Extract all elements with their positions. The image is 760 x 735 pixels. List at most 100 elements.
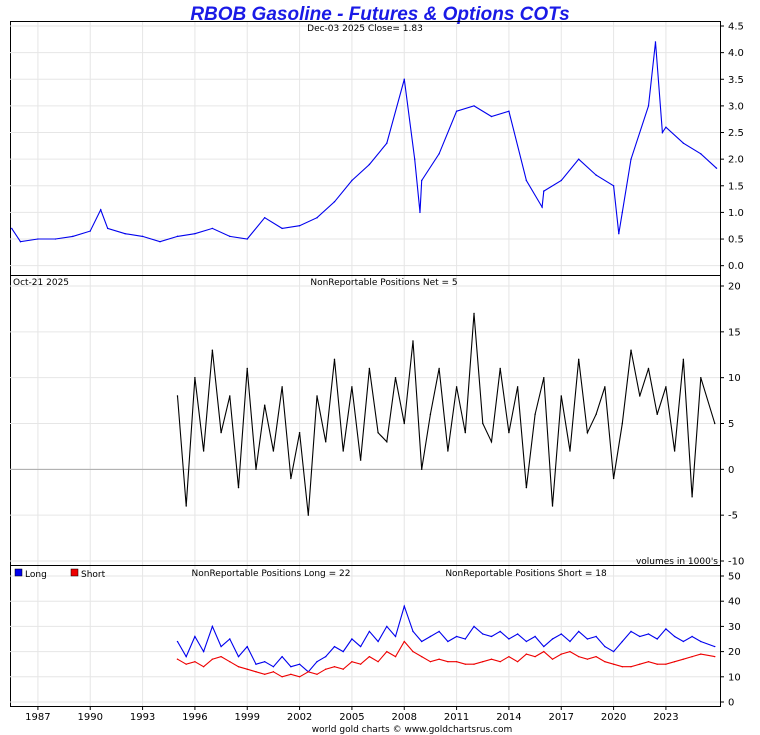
data-point (656, 413, 658, 416)
data-point (368, 655, 371, 658)
data-point (263, 660, 266, 663)
data-point (490, 658, 493, 660)
data-point (229, 395, 231, 397)
x-tick-label: 1990 (78, 712, 103, 723)
data-point (551, 658, 554, 660)
data-point (455, 386, 458, 388)
short-title: NonReportable Positions Short = 18 (445, 569, 607, 579)
data-point (368, 630, 371, 633)
data-point (246, 668, 248, 670)
data-point (290, 673, 292, 675)
data-point (438, 153, 440, 155)
data-point (661, 131, 664, 134)
price-header: Dec-03 2025 Close= 1.83 (307, 24, 423, 34)
data-point (211, 658, 214, 660)
data-point (377, 431, 379, 434)
data-point (604, 386, 606, 388)
x-tick-label: 1993 (130, 712, 155, 723)
data-point (11, 227, 13, 230)
x-tick-label: 1987 (25, 712, 50, 723)
data-point (700, 153, 702, 155)
x-tick-label: 2017 (549, 712, 574, 723)
data-point (386, 625, 388, 628)
data-point (714, 645, 716, 648)
data-point (333, 201, 336, 203)
data-point (412, 340, 414, 342)
x-tick-label: 2011 (444, 712, 469, 723)
data-point (272, 671, 275, 673)
y-tick-label: 50 (728, 572, 741, 583)
data-point (359, 645, 362, 648)
data-point (211, 227, 214, 230)
data-point (691, 655, 693, 658)
x-tick-label: 1996 (182, 712, 207, 723)
data-point (490, 635, 493, 638)
data-point (246, 367, 248, 370)
data-point (316, 673, 318, 675)
y-tick-label: 0.5 (728, 235, 744, 246)
data-point (176, 658, 179, 660)
data-point (508, 655, 510, 658)
data-point (342, 668, 344, 670)
data-point (525, 640, 528, 643)
data-point (255, 671, 257, 673)
data-point (307, 671, 310, 673)
data-point (351, 386, 353, 388)
data-point (298, 663, 301, 665)
data-point (482, 422, 484, 425)
data-point (612, 650, 615, 653)
data-point (176, 395, 179, 397)
data-point (551, 638, 554, 640)
data-point (307, 514, 310, 516)
data-point (124, 233, 126, 235)
data-point (263, 673, 266, 675)
data-point (541, 206, 543, 208)
data-point (473, 663, 475, 665)
data-point (263, 404, 266, 406)
data-point (202, 650, 205, 653)
data-point (220, 645, 222, 648)
data-point (586, 638, 589, 640)
data-point (359, 459, 362, 461)
data-point (420, 640, 423, 643)
data-point (37, 238, 39, 240)
data-point (246, 238, 248, 240)
data-point (194, 376, 196, 379)
data-point (325, 655, 327, 658)
data-point (159, 241, 161, 243)
data-point (394, 635, 397, 638)
data-point (508, 638, 510, 640)
series-line-long (177, 604, 715, 673)
y-tick-label: 10 (728, 672, 741, 683)
data-point (551, 505, 554, 507)
data-point (325, 441, 327, 443)
data-point (516, 633, 519, 635)
data-point (281, 676, 283, 678)
data-point (351, 638, 353, 640)
data-point (229, 235, 231, 238)
data-point (656, 663, 658, 665)
data-point (464, 638, 467, 640)
chart-title: RBOB Gasoline - Futures & Options COTs (190, 4, 569, 25)
data-point (639, 663, 641, 665)
data-point (220, 431, 222, 434)
data-point (290, 477, 292, 480)
data-point (211, 625, 214, 628)
y-tick-label: 20 (728, 282, 741, 293)
data-point (508, 110, 510, 112)
data-point (100, 209, 102, 211)
series-line-short (177, 640, 715, 678)
data-point (499, 367, 501, 370)
data-point (656, 638, 658, 640)
legend-long-label: Long (25, 570, 47, 580)
y-tick-label: 5 (728, 419, 734, 430)
data-point (420, 179, 423, 182)
data-point (647, 660, 650, 663)
data-point (281, 386, 283, 388)
data-point (673, 660, 676, 663)
data-point (429, 660, 432, 663)
data-point (473, 105, 475, 107)
x-tick-label: 2005 (339, 712, 364, 723)
data-point (525, 653, 528, 655)
